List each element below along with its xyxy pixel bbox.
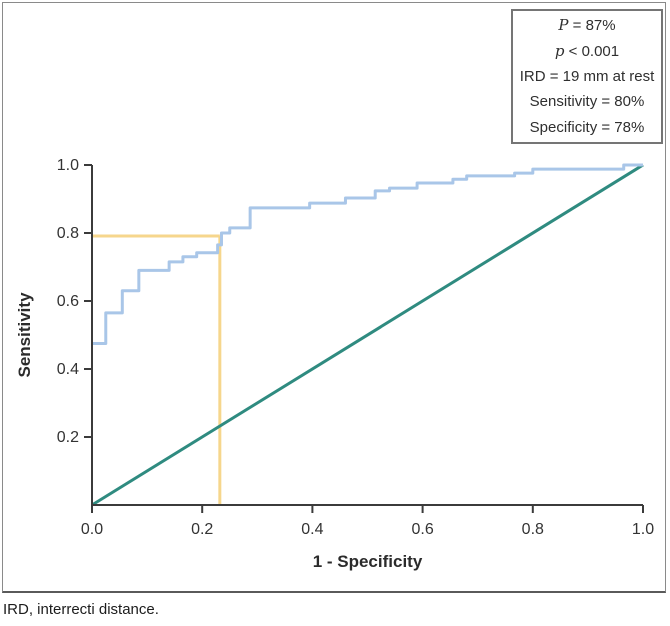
stats-pvalue-value: < 0.001 xyxy=(564,42,620,60)
y-tick-label: 0.2 xyxy=(57,429,79,446)
x-tick-label: 0.6 xyxy=(411,521,433,538)
stats-auc: P = 87% xyxy=(558,16,616,35)
y-tick-label: 0.8 xyxy=(57,225,79,242)
stats-auc-value: = 87% xyxy=(568,17,616,35)
stats-pvalue-symbol: p xyxy=(554,41,565,60)
x-tick-label: 1.0 xyxy=(632,521,654,538)
stats-specificity: Specificity = 78% xyxy=(529,118,645,136)
y-axis-title: Sensitivity xyxy=(15,292,34,378)
x-tick-label: 0.8 xyxy=(522,521,544,538)
stats-sensitivity: Sensitivity = 80% xyxy=(529,93,645,111)
reference-diagonal xyxy=(91,163,644,507)
stats-ird: IRD = 19 mm at rest xyxy=(519,67,655,85)
stats-auc-symbol: P xyxy=(558,16,569,35)
y-tick-label: 0.4 xyxy=(57,361,79,378)
x-axis-title: 1 - Specificity xyxy=(313,552,423,571)
stats-pvalue: p < 0.001 xyxy=(554,41,620,60)
stats-box: P = 87% p < 0.001 IRD = 19 mm at rest Se… xyxy=(511,9,663,144)
x-tick-label: 0.0 xyxy=(81,521,103,538)
figure-caption: IRD, interrecti distance. xyxy=(3,601,159,618)
x-tick-label: 0.4 xyxy=(301,521,323,538)
y-tick-label: 1.0 xyxy=(57,157,79,174)
y-tick-label: 0.6 xyxy=(57,293,79,310)
x-tick-label: 0.2 xyxy=(191,521,213,538)
roc-curve xyxy=(92,163,643,345)
